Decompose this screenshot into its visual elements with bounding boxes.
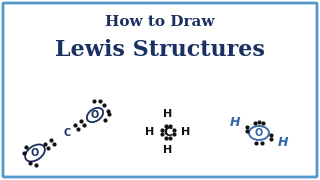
Text: O: O <box>255 128 263 138</box>
Text: C: C <box>164 125 172 138</box>
Text: H: H <box>164 145 172 155</box>
Text: O: O <box>31 148 39 158</box>
Text: C: C <box>63 128 71 138</box>
Text: H: H <box>278 136 288 150</box>
Text: How to Draw: How to Draw <box>105 15 215 29</box>
Text: H: H <box>145 127 155 137</box>
Text: H: H <box>181 127 191 137</box>
Text: Lewis Structures: Lewis Structures <box>55 39 265 61</box>
Text: H: H <box>230 116 240 129</box>
Text: O: O <box>91 110 99 120</box>
Text: H: H <box>164 109 172 119</box>
